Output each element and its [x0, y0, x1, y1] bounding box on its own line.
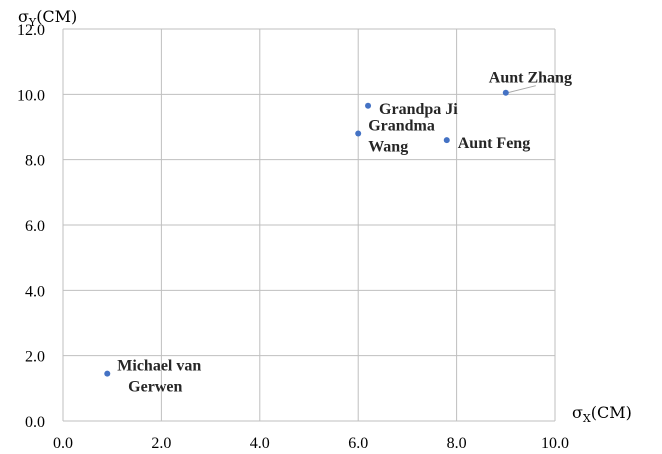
- point-label: Michael van Gerwen: [117, 358, 201, 396]
- y-axis-label: σY(CM): [18, 7, 77, 29]
- y-tick-label: 6.0: [25, 218, 45, 235]
- point-label: Aunt Feng: [458, 135, 530, 152]
- data-point: [443, 137, 450, 144]
- data-point: [502, 89, 509, 96]
- grid-lines: [62, 28, 556, 422]
- y-tick-label: 4.0: [25, 283, 45, 300]
- data-point: [355, 130, 362, 137]
- x-axis-label: σX(CM): [572, 403, 632, 425]
- x-tick-label: 4.0: [250, 435, 270, 452]
- data-point: [104, 370, 111, 377]
- point-label: Aunt Zhang: [489, 70, 572, 87]
- data-points: [104, 89, 509, 377]
- x-tick-label: 0.0: [53, 435, 73, 452]
- x-tick-label: 8.0: [447, 435, 467, 452]
- x-tick-label: 6.0: [348, 435, 368, 452]
- leader-lines: [507, 85, 536, 94]
- y-tick-label: 2.0: [25, 349, 45, 366]
- point-label: Grandma Wang: [368, 118, 435, 156]
- point-label: Grandpa Ji: [379, 101, 458, 118]
- y-tick-label: 8.0: [25, 153, 45, 170]
- y-tick-label: 0.0: [25, 414, 45, 431]
- y-tick-label: 12.0: [17, 22, 45, 39]
- axes: [62, 29, 555, 422]
- x-tick-label: 10.0: [541, 435, 569, 452]
- y-tick-label: 10.0: [17, 87, 45, 104]
- leader-line: [507, 85, 536, 94]
- data-point: [365, 102, 372, 109]
- x-tick-label: 2.0: [151, 435, 171, 452]
- tick-labels: 0.0 2.0 4.0 6.0 8.0 10.0 0.0 2.0 4.0 6.0 8.0 10.0 12…: [17, 22, 569, 452]
